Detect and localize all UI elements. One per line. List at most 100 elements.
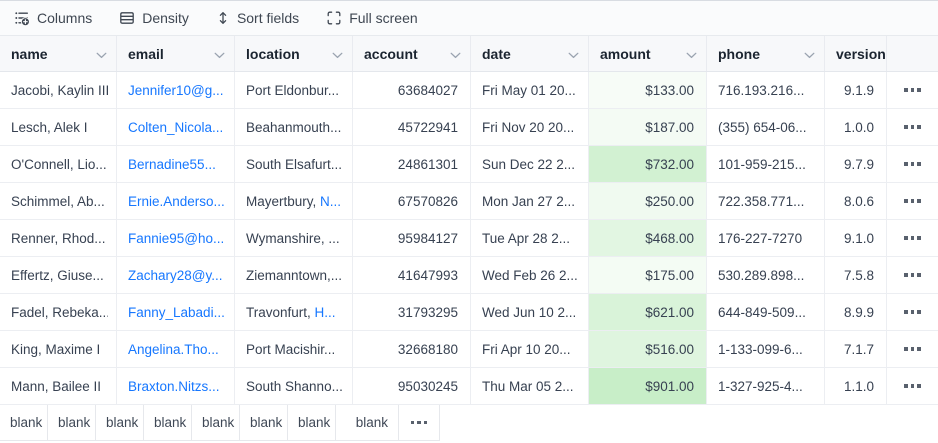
more-icon[interactable]	[410, 420, 428, 425]
location-cell: Travonfurt, H...	[235, 294, 353, 330]
column-header-name[interactable]: name	[0, 36, 117, 71]
account-cell: 45722941	[353, 109, 471, 145]
location-main-text: Beahanmouth...	[246, 119, 342, 135]
column-header-version[interactable]: version	[825, 36, 887, 71]
email-link[interactable]: Bernadine55...	[128, 156, 216, 172]
table-row: Mann, Bailee II Braxton.Nitzs... South S…	[0, 368, 938, 405]
more-icon[interactable]	[904, 162, 921, 166]
name-cell: Mann, Bailee II	[0, 368, 117, 404]
account-text: 24861301	[397, 156, 458, 172]
date-cell: Wed Jun 10 2...	[471, 294, 589, 330]
account-text: 32668180	[397, 341, 458, 357]
more-icon[interactable]	[904, 310, 921, 314]
amount-text: $621.00	[645, 304, 694, 320]
date-cell: Fri Apr 10 20...	[471, 331, 589, 367]
name-cell: Effertz, Giuse...	[0, 257, 117, 293]
email-link[interactable]: Braxton.Nitzs...	[128, 378, 220, 394]
column-header-account[interactable]: account	[353, 36, 471, 71]
version-text: 7.5.8	[843, 267, 874, 283]
version-cell: 7.5.8	[825, 257, 887, 293]
name-text: Lesch, Alek I	[11, 119, 88, 135]
density-button-label: Density	[142, 10, 189, 26]
location-main-text: Port Eldonbur...	[246, 82, 340, 98]
actions-cell	[887, 220, 938, 256]
density-button[interactable]: Density	[119, 10, 189, 26]
sort-fields-button[interactable]: Sort fields	[216, 10, 299, 26]
column-header-phone[interactable]: phone	[707, 36, 825, 71]
name-cell: O'Connell, Lio...	[0, 146, 117, 182]
account-text: 41647993	[397, 267, 458, 283]
email-link[interactable]: Jennifer10@g...	[128, 82, 224, 98]
full-screen-button[interactable]: Full screen	[326, 10, 418, 26]
actions-cell	[887, 331, 938, 367]
columns-button[interactable]: Columns	[14, 10, 92, 26]
email-link[interactable]: Fannie95@ho...	[128, 230, 225, 246]
account-text: 95030245	[397, 378, 458, 394]
table-row: Jacobi, Kaylin III Jennifer10@g... Port …	[0, 72, 938, 109]
more-icon[interactable]	[904, 236, 921, 240]
footer-cell: blank	[144, 405, 192, 440]
location-main-text: Ziemanntown,...	[246, 267, 343, 283]
name-text: Fadel, Rebeka...	[11, 304, 108, 320]
version-cell: 1.1.0	[825, 368, 887, 404]
column-header-label: name	[11, 45, 48, 62]
phone-text: 1-133-099-6...	[718, 341, 803, 357]
date-text: Thu Mar 05 2...	[482, 378, 574, 394]
email-link[interactable]: Zachary28@y...	[128, 267, 223, 283]
chevron-down-icon[interactable]	[804, 46, 815, 62]
table-row: Effertz, Giuse... Zachary28@y... Ziemann…	[0, 257, 938, 294]
email-link[interactable]: Fanny_Labadi...	[128, 304, 225, 320]
phone-cell: (355) 654-06...	[707, 109, 825, 145]
email-link[interactable]: Ernie.Anderso...	[128, 193, 225, 209]
chevron-down-icon[interactable]	[450, 46, 461, 62]
location-cell: Port Macishir...	[235, 331, 353, 367]
more-icon[interactable]	[904, 125, 921, 129]
phone-cell: 1-133-099-6...	[707, 331, 825, 367]
table-row: King, Maxime I Angelina.Tho... Port Maci…	[0, 331, 938, 368]
location-link[interactable]: H...	[314, 304, 336, 320]
more-icon[interactable]	[904, 199, 921, 203]
more-icon[interactable]	[904, 273, 921, 277]
column-header-amount[interactable]: amount	[589, 36, 707, 71]
location-text: Beahanmouth...	[246, 120, 341, 135]
more-icon[interactable]	[904, 88, 921, 92]
account-cell: 67570826	[353, 183, 471, 219]
more-icon[interactable]	[904, 384, 921, 388]
more-icon[interactable]	[904, 347, 921, 351]
version-text: 1.1.0	[843, 378, 874, 394]
amount-cell: $901.00	[589, 368, 707, 404]
name-text: Effertz, Giuse...	[11, 267, 104, 283]
actions-cell	[887, 72, 938, 108]
amount-cell: $621.00	[589, 294, 707, 330]
column-header-date[interactable]: date	[471, 36, 589, 71]
actions-cell	[887, 294, 938, 330]
email-cell: Jennifer10@g...	[117, 72, 235, 108]
email-cell: Colten_Nicola...	[117, 109, 235, 145]
column-header-email[interactable]: email	[117, 36, 235, 71]
add-column-icon	[14, 10, 30, 26]
column-header-label: email	[128, 45, 164, 62]
version-cell: 8.9.9	[825, 294, 887, 330]
version-cell: 1.0.0	[825, 109, 887, 145]
footer-cell: blank	[240, 405, 288, 440]
amount-text: $468.00	[645, 230, 694, 246]
date-text: Mon Jan 27 2...	[482, 193, 576, 209]
chevron-down-icon[interactable]	[96, 46, 107, 62]
fullscreen-icon	[326, 10, 342, 26]
email-link[interactable]: Angelina.Tho...	[128, 341, 219, 357]
column-header-location[interactable]: location	[235, 36, 353, 71]
name-text: Jacobi, Kaylin III	[11, 82, 108, 98]
actions-cell	[887, 257, 938, 293]
email-link[interactable]: Colten_Nicola...	[128, 119, 224, 135]
phone-text: 1-327-925-4...	[718, 378, 803, 394]
table-body: Jacobi, Kaylin III Jennifer10@g... Port …	[0, 72, 938, 405]
chevron-down-icon[interactable]	[686, 46, 697, 62]
chevron-down-icon[interactable]	[332, 46, 343, 62]
name-text: Mann, Bailee II	[11, 378, 102, 394]
footer-cell: blank	[96, 405, 144, 440]
account-cell: 32668180	[353, 331, 471, 367]
location-link[interactable]: N...	[320, 193, 342, 209]
chevron-down-icon[interactable]	[214, 46, 225, 62]
chevron-down-icon[interactable]	[568, 46, 579, 62]
date-text: Fri May 01 20...	[482, 82, 576, 98]
